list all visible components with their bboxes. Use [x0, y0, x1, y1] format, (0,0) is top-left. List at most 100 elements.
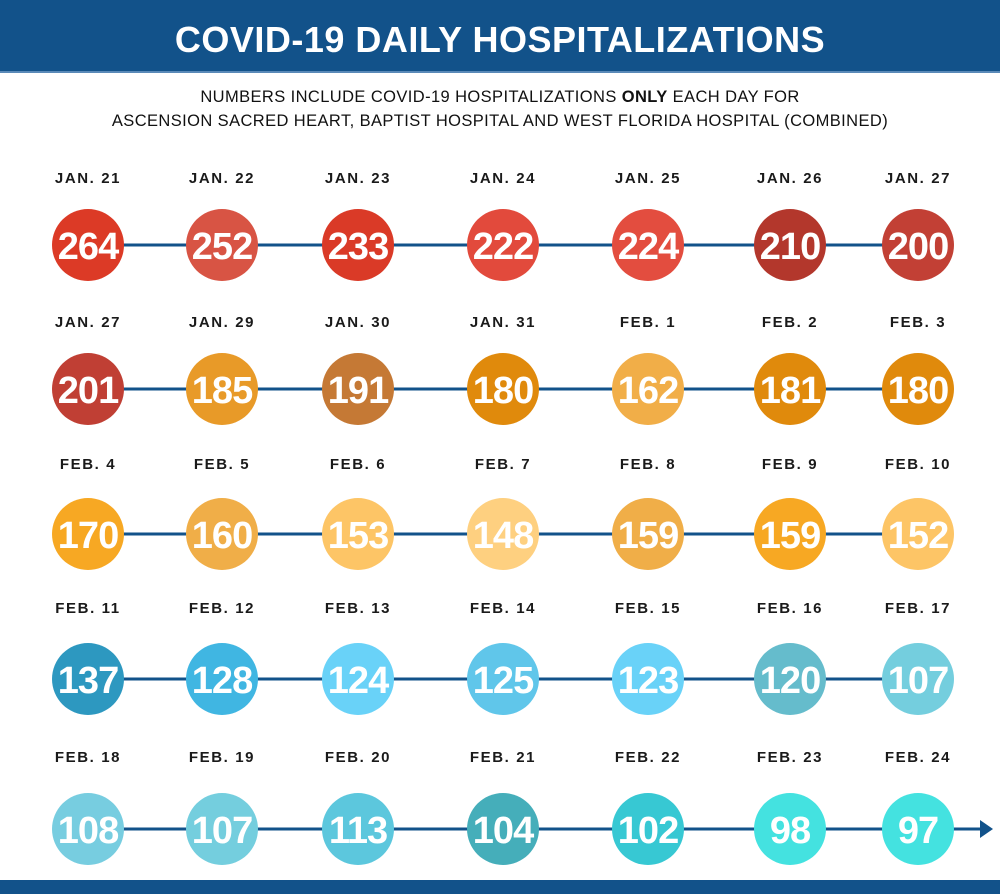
- day-point: FEB. 3 180: [882, 314, 954, 425]
- date-label: FEB. 15: [615, 600, 681, 617]
- day-point: JAN. 24 222: [467, 170, 539, 281]
- date-label: FEB. 6: [330, 456, 386, 473]
- value-circle: [322, 209, 394, 281]
- value-circle: [882, 643, 954, 715]
- value-circle: [754, 643, 826, 715]
- date-label: JAN. 21: [55, 170, 121, 187]
- date-label: JAN. 24: [470, 170, 536, 187]
- value-label: 252: [192, 226, 252, 268]
- value-circle: [52, 498, 124, 570]
- value-label: 120: [760, 660, 820, 702]
- day-point: JAN. 31 180: [467, 314, 539, 425]
- day-point: FEB. 16 120: [754, 600, 826, 715]
- day-point: JAN. 26 210: [754, 170, 826, 281]
- date-label: JAN. 22: [189, 170, 255, 187]
- day-point: FEB. 4 170: [52, 456, 124, 570]
- day-point: FEB. 10 152: [882, 456, 954, 570]
- date-label: FEB. 13: [325, 600, 391, 617]
- value-label: 125: [473, 660, 534, 702]
- value-label: 222: [473, 226, 533, 268]
- day-point: FEB. 23 98: [754, 749, 826, 865]
- value-circle: [612, 498, 684, 570]
- value-circle: [52, 209, 124, 281]
- day-point: FEB. 24 97: [882, 749, 954, 865]
- value-label: 152: [888, 515, 948, 557]
- subtitle-text-post: EACH DAY FOR: [667, 88, 800, 106]
- value-label: 128: [192, 660, 252, 702]
- value-label: 160: [192, 515, 252, 557]
- page-title: COVID-19 DAILY HOSPITALIZATIONS: [174, 19, 826, 60]
- date-label: FEB. 7: [475, 456, 531, 473]
- value-label: 180: [473, 370, 533, 412]
- value-circle: [322, 643, 394, 715]
- day-point: FEB. 13 124: [322, 600, 394, 715]
- value-label: 102: [618, 810, 678, 852]
- subtitle-text-pre: NUMBERS INCLUDE COVID-19 HOSPITALIZATION…: [200, 88, 622, 106]
- value-label: 123: [618, 660, 678, 702]
- date-label: FEB. 4: [60, 456, 116, 473]
- day-point: FEB. 5 160: [186, 456, 258, 570]
- date-label: FEB. 23: [757, 749, 823, 766]
- value-label: 224: [618, 226, 679, 268]
- date-label: FEB. 11: [55, 600, 120, 617]
- date-label: JAN. 27: [55, 314, 121, 331]
- date-label: JAN. 30: [325, 314, 391, 331]
- value-circle: [612, 209, 684, 281]
- subtitle-emphasis: ONLY: [621, 88, 668, 106]
- value-circle: [754, 498, 826, 570]
- date-label: FEB. 9: [762, 456, 818, 473]
- day-point: FEB. 11 137: [52, 600, 124, 715]
- value-label: 264: [58, 226, 119, 268]
- day-point: JAN. 25 224: [612, 170, 684, 281]
- day-point: JAN. 30 191: [322, 314, 394, 425]
- value-circle: [882, 209, 954, 281]
- value-label: 200: [888, 226, 948, 268]
- date-label: FEB. 22: [615, 749, 681, 766]
- value-circle: [467, 643, 539, 715]
- day-point: JAN. 23 233: [322, 170, 394, 281]
- value-circle: [754, 209, 826, 281]
- day-point: JAN. 22 252: [186, 170, 258, 281]
- value-circle: [612, 643, 684, 715]
- day-point: FEB. 19 107: [186, 749, 258, 865]
- day-point: FEB. 21 104: [467, 749, 539, 865]
- value-circle: [754, 353, 826, 425]
- value-label: 137: [58, 660, 118, 702]
- date-label: JAN. 29: [189, 314, 255, 331]
- value-circle: [52, 643, 124, 715]
- value-label: 180: [888, 370, 948, 412]
- date-label: FEB. 24: [885, 749, 951, 766]
- value-circle: [882, 498, 954, 570]
- value-label: 210: [760, 226, 820, 268]
- day-point: FEB. 15 123: [612, 600, 684, 715]
- value-circle: [882, 793, 954, 865]
- value-label: 107: [888, 660, 948, 702]
- date-label: FEB. 19: [189, 749, 255, 766]
- value-circle: [186, 793, 258, 865]
- value-label: 113: [329, 810, 387, 852]
- date-label: JAN. 23: [325, 170, 391, 187]
- title-banner: COVID-19 DAILY HOSPITALIZATIONS: [0, 0, 1000, 73]
- day-point: FEB. 12 128: [186, 600, 258, 715]
- date-label: FEB. 1: [620, 314, 676, 331]
- value-label: 97: [898, 810, 938, 852]
- day-point: FEB. 14 125: [467, 600, 539, 715]
- footer-banner: [0, 880, 1000, 894]
- value-label: 201: [58, 370, 119, 412]
- day-point: JAN. 27 201: [52, 314, 124, 425]
- value-label: 185: [192, 370, 253, 412]
- day-point: FEB. 22 102: [612, 749, 684, 865]
- value-label: 153: [328, 515, 388, 557]
- value-label: 107: [192, 810, 252, 852]
- date-label: FEB. 2: [762, 314, 818, 331]
- date-label: FEB. 20: [325, 749, 391, 766]
- date-label: FEB. 3: [890, 314, 946, 331]
- value-circle: [186, 643, 258, 715]
- value-label: 98: [770, 810, 810, 852]
- value-circle: [467, 209, 539, 281]
- date-label: FEB. 18: [55, 749, 121, 766]
- value-circle: [322, 793, 394, 865]
- value-circle: [322, 498, 394, 570]
- value-circle: [754, 793, 826, 865]
- value-label: 162: [618, 370, 678, 412]
